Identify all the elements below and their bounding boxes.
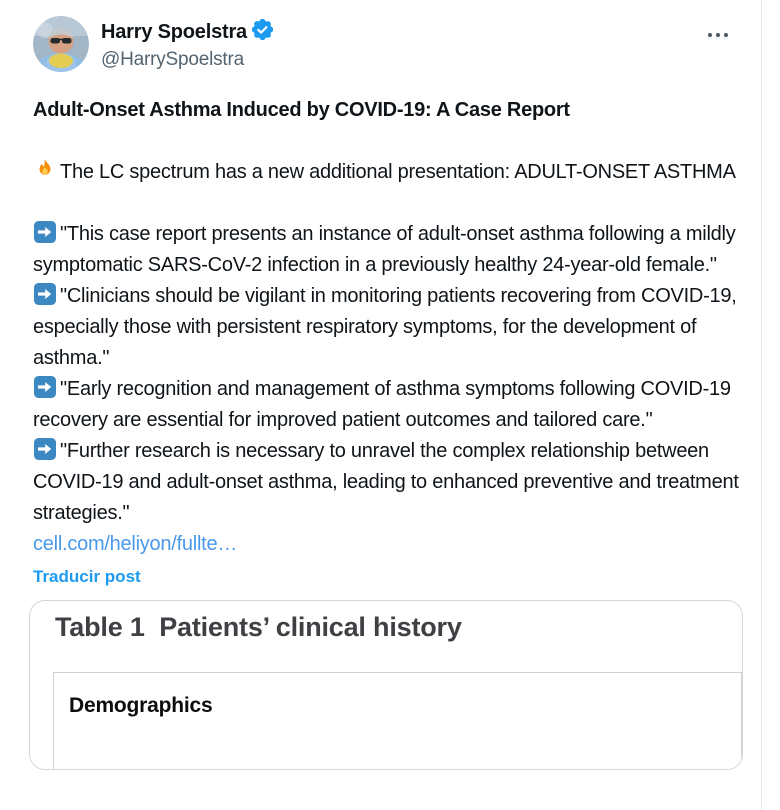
tweet-intro: The LC spectrum has a new additional pre… [33,157,745,188]
right-arrow-icon [33,375,57,399]
embedded-table-title: Table 1 Patients’ clinical history [55,612,462,642]
author-handle[interactable]: @HarrySpoelstra [101,49,244,70]
tweet-point: "Clinicians should be vigilant in monito… [33,281,745,374]
tweet-intro-text: The LC spectrum has a new additional pre… [60,161,736,183]
tweet-point: "Early recognition and management of ast… [33,374,745,436]
tweet-point: "This case report presents an instance o… [33,219,745,281]
translate-post-link[interactable]: Traducir post [33,567,141,586]
author-names: Harry Spoelstra @HarrySpoelstra [101,16,274,72]
verified-badge-icon [251,18,274,45]
dot-icon [716,33,720,37]
tweet-point-text: "Further research is necessary to unrave… [33,440,739,524]
embedded-table-section: Demographics [53,672,742,769]
tweet-point-text: "Early recognition and management of ast… [33,378,731,431]
more-menu-button[interactable] [704,29,732,41]
author-display-name[interactable]: Harry Spoelstra [101,20,247,43]
right-arrow-icon [33,437,57,461]
tweet-point-text: "Clinicians should be vigilant in monito… [33,285,737,369]
tweet-body: Adult-Onset Asthma Induced by COVID-19: … [33,95,745,587]
tweet-column: Harry Spoelstra @HarrySpoelstra [29,0,762,810]
tweet-point-text: "This case report presents an instance o… [33,223,736,276]
right-arrow-icon [33,282,57,306]
dot-icon [708,33,712,37]
tweet-title: Adult-Onset Asthma Induced by COVID-19: … [33,99,570,121]
article-link[interactable]: cell.com/heliyon/fullte… [33,533,238,555]
embedded-section-heading: Demographics [69,694,213,717]
embedded-media-card[interactable]: Table 1 Patients’ clinical history Demog… [29,600,743,770]
avatar-photo [33,16,89,72]
tweet-header: Harry Spoelstra @HarrySpoelstra [33,16,744,72]
dot-icon [724,33,728,37]
fire-icon [33,158,57,182]
avatar[interactable] [33,16,89,72]
right-arrow-icon [33,220,57,244]
tweet-point: "Further research is necessary to unrave… [33,436,745,529]
